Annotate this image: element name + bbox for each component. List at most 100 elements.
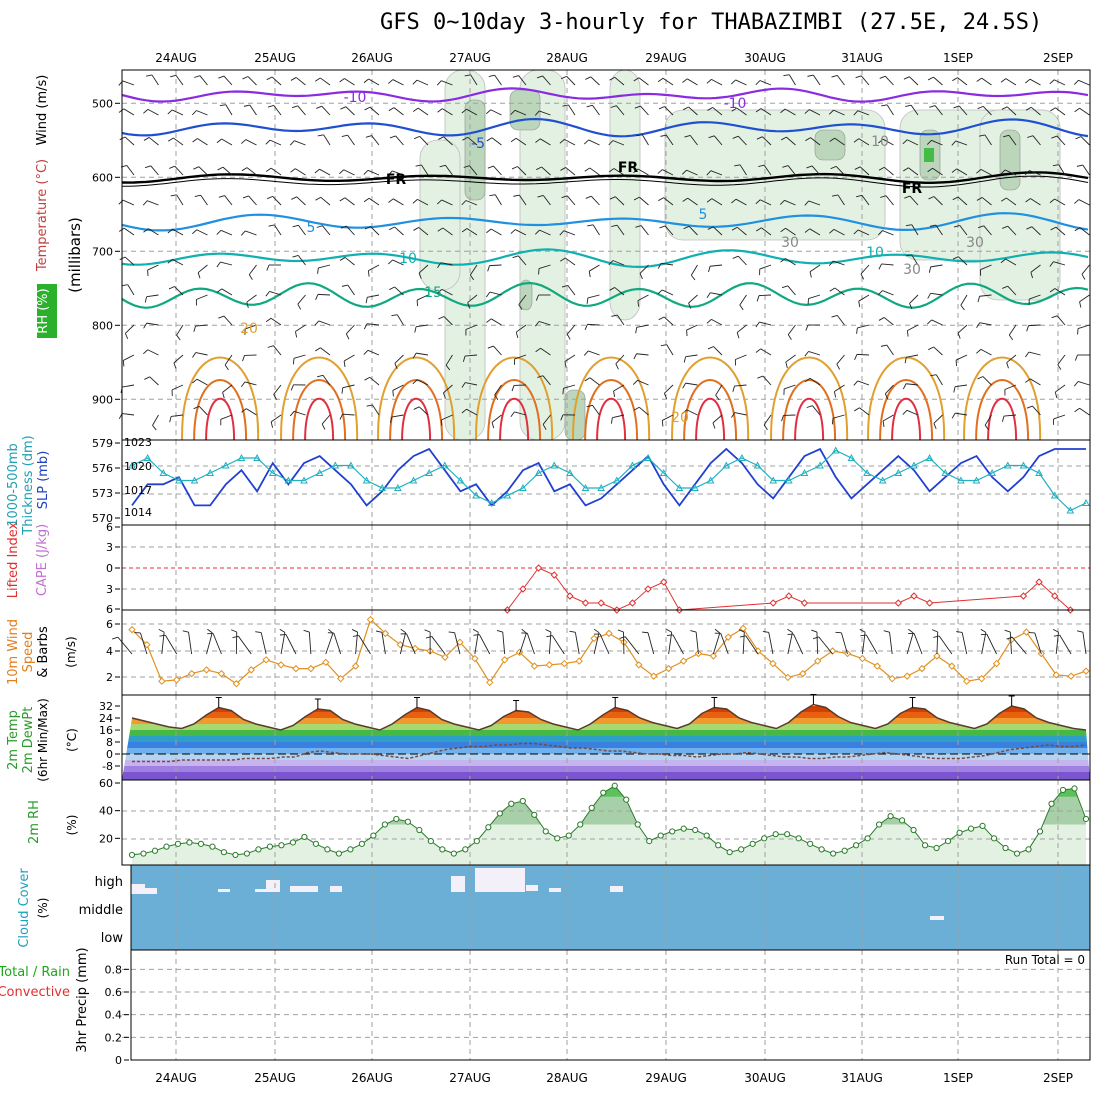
wind-barb-10m — [545, 629, 550, 632]
lifted-index-marker — [895, 600, 901, 606]
pressure-tick-label: 600 — [92, 171, 113, 184]
rh2m-marker — [647, 839, 652, 844]
rh2m-marker — [1026, 847, 1031, 852]
wind-barb — [586, 196, 592, 198]
wind-barb — [122, 285, 128, 286]
isotherm-25 — [390, 380, 442, 440]
wind-barb — [192, 230, 196, 234]
wind-barb — [487, 138, 492, 141]
wind-barb — [513, 195, 519, 196]
wind-barb — [217, 262, 220, 267]
panel-frame — [122, 440, 1090, 525]
wind-barb — [832, 315, 838, 317]
thickness-axis-label-2: Thickness (dm) — [21, 435, 36, 535]
wind-barb — [177, 335, 181, 340]
wind-barb — [143, 109, 148, 113]
rh2m-marker — [831, 851, 836, 856]
wind-barb — [495, 195, 501, 205]
wind-barb — [369, 79, 379, 85]
wind-barb — [492, 422, 494, 428]
wind-barb — [174, 363, 176, 369]
wind-barb — [1025, 352, 1028, 357]
wind-barb — [757, 296, 759, 302]
cloud-level-label: high — [95, 875, 123, 890]
wind-barb — [122, 414, 134, 415]
precip-convective-label: Convective — [0, 985, 70, 1000]
wind-barb — [683, 383, 686, 388]
wind-barb — [905, 105, 911, 106]
wind-barb — [590, 378, 600, 385]
wind-barb — [588, 351, 599, 355]
wind-barb — [172, 110, 183, 115]
wind-barb — [320, 78, 330, 85]
slp-tick-label: 1020 — [124, 460, 152, 473]
wind-barb — [294, 141, 305, 145]
wind-barb — [342, 135, 348, 136]
wind-barb — [929, 106, 935, 108]
wind-barb — [344, 355, 354, 361]
rh2m-marker — [922, 843, 927, 848]
wind-barb — [123, 200, 134, 205]
wind-barb-10m — [811, 630, 817, 632]
wind-barb — [855, 354, 857, 359]
wind-barb — [714, 347, 722, 355]
wind-barb — [733, 256, 739, 258]
wind-barb — [691, 265, 697, 275]
wind-speed-marker — [904, 673, 910, 679]
wind-barb — [372, 405, 379, 415]
wind-barb — [1078, 80, 1089, 85]
precip-tick-label: 0 — [115, 1054, 122, 1067]
wind-barb — [1075, 108, 1080, 111]
wind-barb-10m — [334, 633, 341, 654]
wind-barb — [367, 295, 379, 297]
wind-barb — [389, 108, 394, 111]
wind-barb — [884, 167, 893, 175]
rh2m-marker — [164, 844, 169, 849]
rh2m-marker — [762, 836, 767, 841]
contour-label: FR — [618, 160, 639, 176]
wind-barb — [1058, 355, 1065, 365]
rh2m-tick-label: 20 — [99, 832, 113, 845]
cloud-gap — [145, 888, 157, 894]
date-label-bottom: 2SEP — [1043, 1071, 1073, 1085]
wind-barb — [346, 107, 355, 115]
rh2m-marker — [256, 847, 261, 852]
wind-barb — [170, 416, 171, 422]
wind-barb-10m — [159, 629, 164, 632]
wind-barb — [564, 231, 575, 235]
wind-barb — [903, 384, 906, 389]
wind-barb — [906, 355, 918, 357]
wind-barb — [145, 166, 151, 168]
wind-barb — [837, 75, 844, 85]
wind-barb-10m — [937, 632, 938, 654]
wind-barb — [266, 140, 270, 144]
panel-frame — [122, 610, 1090, 695]
thickness-tick-label: 573 — [92, 487, 113, 500]
lifted-index-marker — [786, 593, 792, 599]
wind-barb — [591, 196, 599, 205]
wind-barb — [318, 294, 330, 295]
wind-barb — [339, 170, 343, 174]
wind-barb — [1075, 408, 1080, 411]
date-label-bottom: 26AUG — [351, 1071, 393, 1085]
wind-barb — [149, 137, 158, 145]
date-label-bottom: 24AUG — [155, 1071, 197, 1085]
wind-barb — [370, 107, 379, 115]
wind-barb — [683, 107, 688, 110]
rh2m-unit-label: (%) — [65, 815, 79, 836]
wind-barb — [397, 315, 403, 325]
pressure-tick-label: 500 — [92, 97, 113, 110]
wind-barb — [171, 195, 177, 196]
wind-barb — [342, 285, 348, 286]
rh2m-marker — [382, 822, 387, 827]
precip-total-label: Total / Rain — [0, 965, 70, 980]
wind10m-tick-label: 6 — [106, 618, 113, 631]
pressure-tick-label: 900 — [92, 393, 113, 406]
rh-shading-dark — [510, 90, 540, 130]
wind-barb — [389, 227, 394, 230]
rh2m-marker — [451, 851, 456, 856]
wind-barb — [934, 415, 943, 423]
cloud-gap — [526, 885, 538, 891]
wind-barb — [1002, 107, 1007, 110]
wind-barb — [740, 305, 743, 310]
